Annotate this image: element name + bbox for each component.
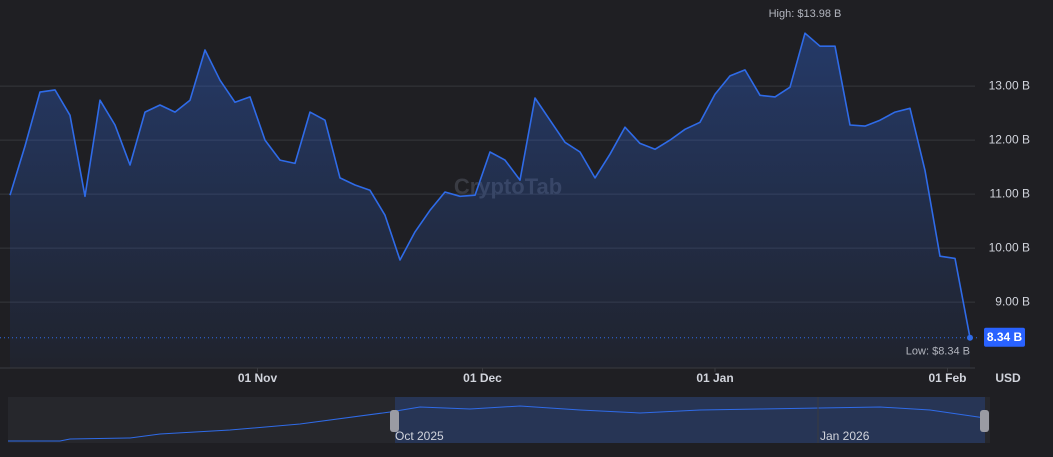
- last-point: [967, 334, 973, 341]
- x-tick-label: 01 Feb: [928, 371, 966, 385]
- navigator-label: Jan 2026: [820, 429, 870, 443]
- navigator[interactable]: [8, 397, 990, 443]
- x-tick-label: 01 Jan: [696, 371, 733, 385]
- y-tick-label: 9.00 B: [995, 294, 1030, 308]
- navigator-line: [8, 405, 986, 442]
- plot: [0, 32, 980, 368]
- last-value-label: 8.34 B: [987, 330, 1023, 344]
- low-label: Low: $8.34 B: [906, 346, 970, 358]
- y-tick-label: 13.00 B: [989, 78, 1030, 92]
- area-fill: [10, 33, 970, 368]
- y-tick-label: 12.00 B: [989, 132, 1030, 146]
- currency-label: USD: [995, 371, 1021, 385]
- x-tick-label: 01 Nov: [238, 371, 278, 385]
- x-tick-label: 01 Dec: [463, 371, 502, 385]
- y-tick-label: 11.00 B: [990, 186, 1030, 200]
- navigator-handle[interactable]: [980, 410, 989, 432]
- navigator-label: Oct 2025: [395, 429, 444, 443]
- navigator-handle[interactable]: [390, 410, 399, 432]
- navigator-window[interactable]: [395, 397, 985, 443]
- y-tick-label: 10.00 B: [989, 240, 1030, 254]
- line: [9, 32, 971, 338]
- last-value-badge: [984, 327, 1025, 347]
- high-label: High: $13.98 B: [769, 8, 842, 20]
